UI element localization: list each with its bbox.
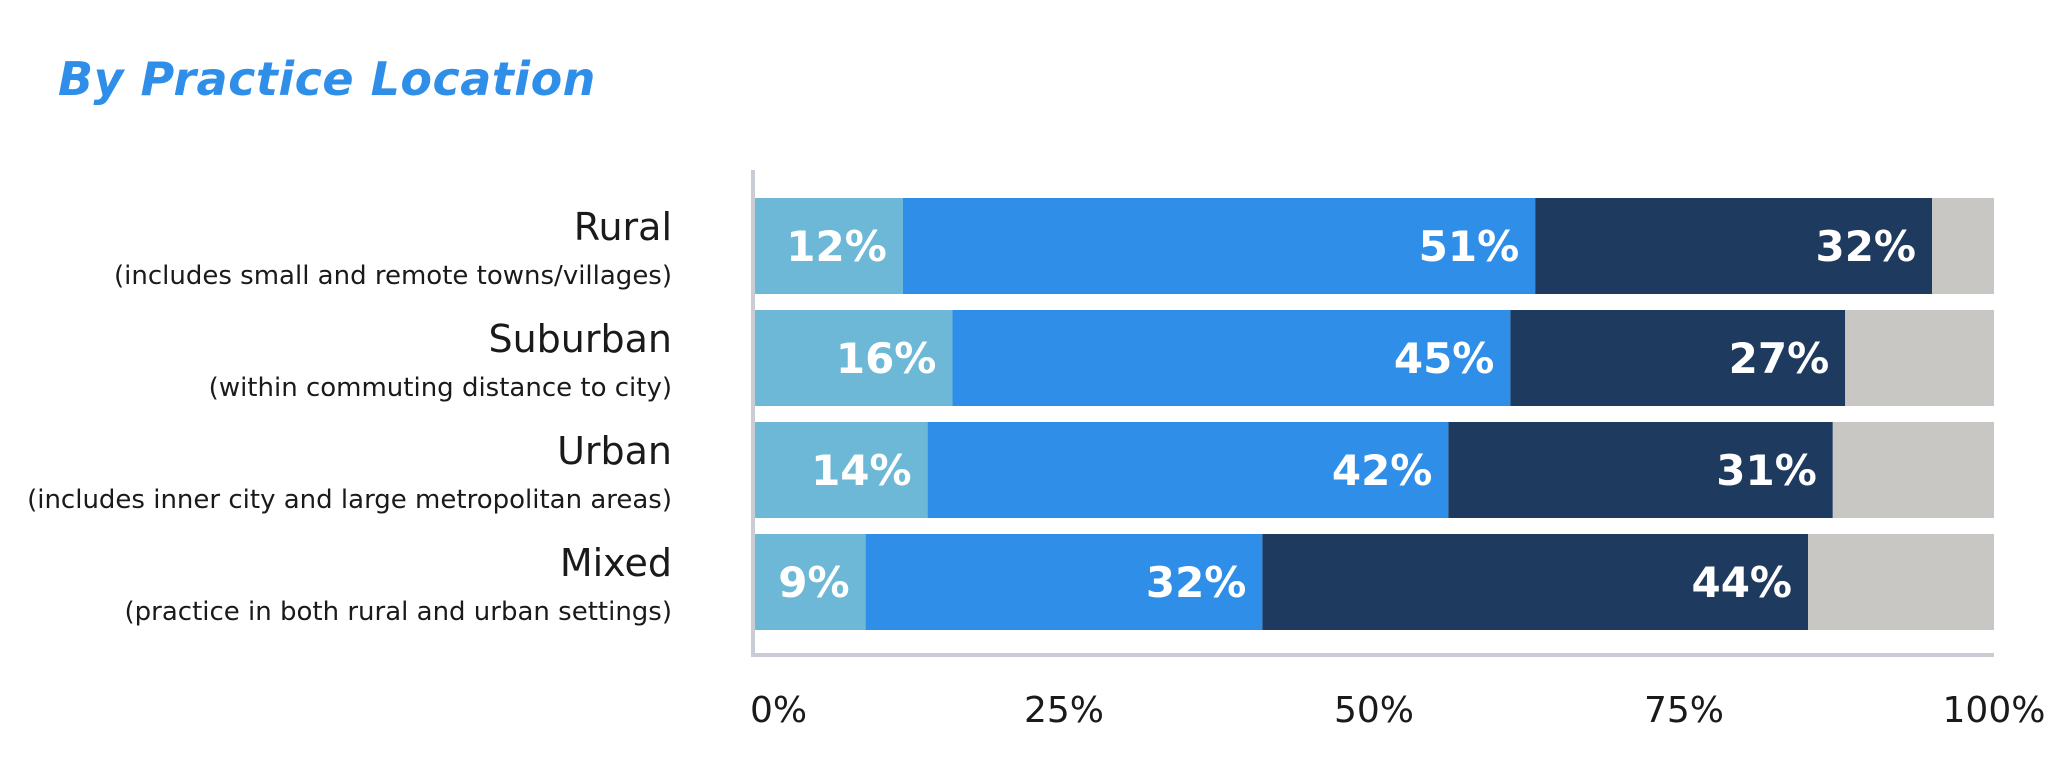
data-label-mixed-2: 32%: [1146, 558, 1247, 607]
data-label-urban-2: 42%: [1332, 446, 1433, 495]
x-tick-label: 75%: [1644, 690, 1724, 731]
bar-segment-suburban-2: [952, 310, 1511, 406]
data-label-mixed-3: 44%: [1691, 558, 1792, 607]
bar-segment-urban-3: [1448, 422, 1833, 518]
category-subtitle-mixed: (practice in both rural and urban settin…: [125, 597, 673, 627]
bar-segment-mixed-3: [1262, 534, 1808, 630]
data-label-rural-3: 32%: [1815, 222, 1916, 271]
category-label-rural: Rural: [574, 205, 672, 249]
bar-segment-rural-1: [754, 198, 903, 294]
data-label-suburban-3: 27%: [1729, 334, 1830, 383]
bar-segment-mixed-4: [1808, 534, 1994, 630]
x-tick-label: 0%: [750, 690, 807, 731]
x-tick-label: 50%: [1334, 690, 1414, 731]
bar-segment-rural-3: [1535, 198, 1932, 294]
data-label-rural-2: 51%: [1419, 222, 1520, 271]
data-label-suburban-1: 16%: [836, 334, 937, 383]
bar-segment-mixed-2: [865, 534, 1263, 630]
bar-segment-urban-1: [754, 422, 928, 518]
data-label-suburban-2: 45%: [1394, 334, 1495, 383]
bar-segment-suburban-3: [1510, 310, 1846, 406]
bar-segment-suburban-4: [1845, 310, 1994, 406]
category-label-suburban: Suburban: [488, 317, 672, 361]
bar-segment-suburban-1: [754, 310, 953, 406]
data-label-mixed-1: 9%: [778, 558, 849, 607]
bar-segment-rural-4: [1932, 198, 1994, 294]
axis: 0% 25% 50% 75% 100%: [750, 170, 2045, 731]
category-label-urban: Urban: [557, 429, 672, 473]
category-subtitle-rural: (includes small and remote towns/village…: [114, 261, 672, 291]
bar-segment-urban-2: [927, 422, 1449, 518]
bar-segment-rural-2: [902, 198, 1536, 294]
data-label-urban-3: 31%: [1716, 446, 1817, 495]
category-subtitle-suburban: (within commuting distance to city): [209, 373, 672, 403]
bars-layer: 12% 51% 32% 16% 45% 27% 14% 42% 31% 9% 32% 44%: [754, 198, 1994, 630]
x-tick-label: 100%: [1943, 690, 2046, 731]
bar-segment-mixed-1: [754, 534, 866, 630]
bar-segment-urban-4: [1832, 422, 1994, 518]
x-tick-label: 25%: [1024, 690, 1104, 731]
category-label-mixed: Mixed: [560, 541, 672, 585]
category-labels: Rural (includes small and remote towns/vi…: [27, 205, 672, 627]
data-label-rural-1: 12%: [786, 222, 887, 271]
data-label-urban-1: 14%: [811, 446, 912, 495]
chart-title: By Practice Location: [58, 52, 596, 106]
category-subtitle-urban: (includes inner city and large metropoli…: [27, 485, 672, 515]
